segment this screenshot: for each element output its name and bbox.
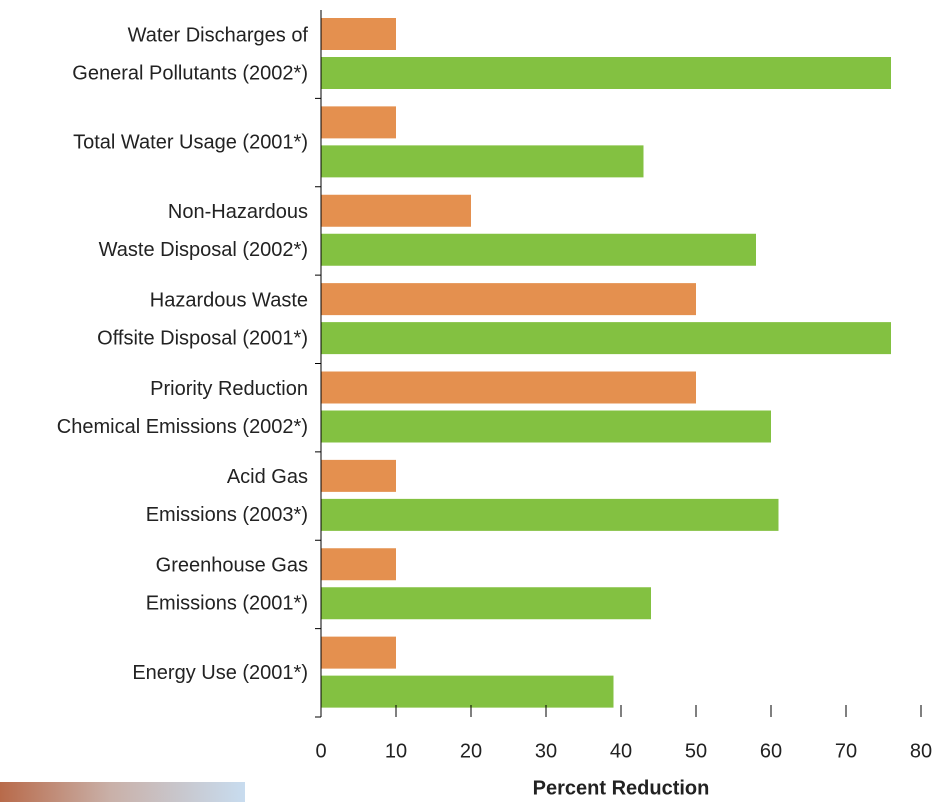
y-tick-label: Emissions (2001*) [146, 593, 308, 615]
x-tick-label: 0 [315, 740, 326, 762]
y-tick-label: Non-Hazardous [168, 201, 308, 223]
x-tick-label: 40 [610, 740, 632, 762]
bar [321, 194, 471, 227]
bar [321, 233, 756, 266]
bar [321, 57, 891, 89]
photo-strip [0, 782, 245, 802]
bar [321, 636, 396, 669]
bar [321, 322, 891, 355]
bar [321, 548, 396, 581]
bar [321, 498, 779, 531]
y-tick-label: Priority Reduction [150, 378, 308, 400]
y-tick-label: Chemical Emissions (2002*) [57, 416, 308, 438]
x-tick-label: 20 [460, 740, 482, 762]
bar [321, 283, 696, 316]
x-tick-label: 10 [385, 740, 407, 762]
y-tick-label: Energy Use (2001*) [132, 662, 308, 684]
x-tick-label: 80 [910, 740, 932, 762]
y-tick-label: Acid Gas [227, 466, 308, 488]
x-tick-label: 30 [535, 740, 557, 762]
bar [321, 18, 396, 50]
x-tick-label: 70 [835, 740, 857, 762]
y-tick-label: General Pollutants (2002*) [72, 62, 308, 84]
y-tick-label: Hazardous Waste [150, 289, 308, 311]
x-axis-label: Percent Reduction [533, 777, 710, 799]
x-tick-label: 50 [685, 740, 707, 762]
bar [321, 459, 396, 492]
bar [321, 675, 614, 708]
y-tick-label: Greenhouse Gas [156, 555, 308, 577]
y-tick-label: Total Water Usage (2001*) [73, 132, 308, 154]
x-tick-label: 60 [760, 740, 782, 762]
y-tick-label: Waste Disposal (2002*) [99, 239, 308, 261]
bar [321, 587, 651, 620]
bar [321, 410, 771, 443]
bar [321, 145, 644, 178]
y-tick-label: Offsite Disposal (2001*) [97, 327, 308, 349]
y-tick-label: Emissions (2003*) [146, 504, 308, 526]
bar [321, 371, 696, 404]
y-tick-label: Water Discharges of [128, 24, 309, 46]
bar [321, 106, 396, 139]
